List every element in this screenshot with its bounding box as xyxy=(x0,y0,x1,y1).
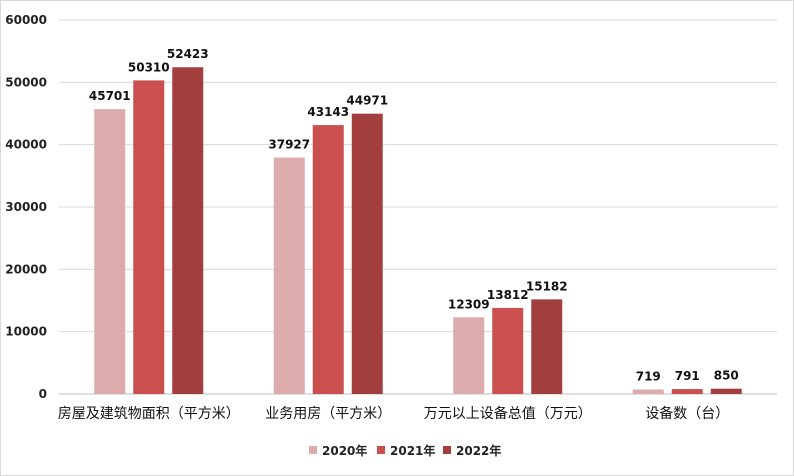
data-label: 791 xyxy=(675,369,700,383)
bar-1-2022年 xyxy=(172,67,204,394)
data-label: 50310 xyxy=(128,60,170,74)
bar-3-2021年 xyxy=(492,307,524,394)
data-label: 37927 xyxy=(268,138,310,152)
y-tick-label: 50000 xyxy=(5,75,47,89)
bar-2-2022年 xyxy=(351,113,383,395)
legend-swatch-2022年 xyxy=(443,446,451,454)
bar-2-2020年 xyxy=(273,157,305,394)
y-tick-label: 40000 xyxy=(5,138,47,152)
y-tick-label: 30000 xyxy=(5,200,47,214)
data-label: 13812 xyxy=(487,288,529,302)
bar-4-2021年 xyxy=(671,389,703,394)
y-tick-label: 60000 xyxy=(5,13,47,27)
bar-1-2020年 xyxy=(94,109,126,394)
data-label: 45701 xyxy=(89,89,131,103)
data-label: 44971 xyxy=(346,94,388,108)
x-category-label: 设备数（台） xyxy=(645,405,729,422)
bar-3-2022年 xyxy=(531,299,563,394)
legend-swatch-2021年 xyxy=(377,446,385,454)
x-category-label: 万元以上设备总值（万元） xyxy=(424,405,592,422)
bar-1-2021年 xyxy=(133,80,165,394)
data-label: 12309 xyxy=(448,297,490,311)
data-label: 15182 xyxy=(526,279,568,293)
data-label: 850 xyxy=(714,369,739,383)
y-tick-label: 10000 xyxy=(5,325,47,339)
data-label: 43143 xyxy=(307,105,349,119)
bar-2-2021年 xyxy=(312,125,344,394)
y-tick-label: 0 xyxy=(39,387,47,401)
legend-swatch-2020年 xyxy=(309,446,317,454)
data-label: 719 xyxy=(636,370,661,384)
legend-label: 2022年 xyxy=(456,443,501,458)
x-category-label: 业务用房（平方米） xyxy=(265,406,391,422)
y-tick-label: 20000 xyxy=(5,262,47,276)
bar-3-2020年 xyxy=(453,317,485,394)
legend-label: 2020年 xyxy=(322,443,367,458)
data-label: 52423 xyxy=(167,47,209,61)
bar-4-2022年 xyxy=(710,388,742,394)
x-category-label: 房屋及建筑物面积（平方米） xyxy=(58,406,240,422)
bar-4-2020年 xyxy=(632,389,664,394)
legend-label: 2021年 xyxy=(390,443,435,458)
